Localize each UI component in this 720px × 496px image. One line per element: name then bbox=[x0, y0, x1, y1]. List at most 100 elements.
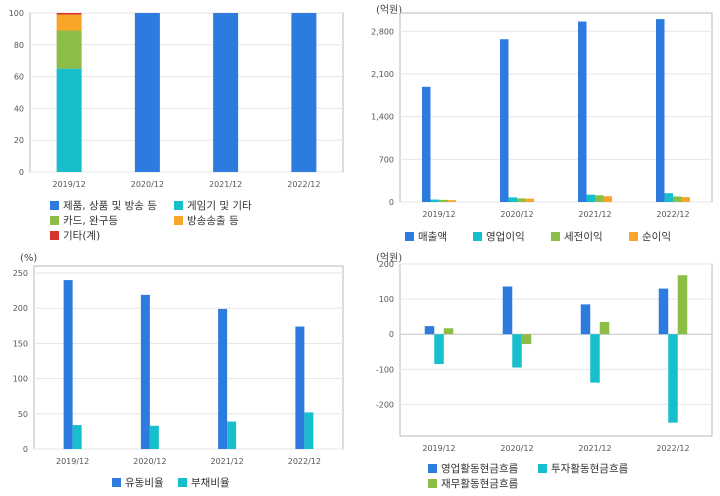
income-chart: (억원) 0 700 1,400 2,100 2,800 2019/12 2020/12 20… bbox=[371, 4, 713, 219]
bar bbox=[525, 198, 534, 202]
ratio-unit-label: (%) bbox=[20, 253, 37, 264]
legend-item-other: 기타(계) bbox=[50, 228, 100, 243]
legend-label: 부채비율 bbox=[191, 477, 230, 489]
legend-swatch bbox=[174, 216, 183, 225]
y-tick-label: 50 bbox=[18, 410, 28, 419]
bar bbox=[521, 334, 532, 345]
x-tick-label: 2019/12 bbox=[56, 457, 89, 466]
legend-swatch bbox=[629, 232, 638, 241]
plot-frame bbox=[399, 12, 713, 203]
legend-item-cards-toys: 카드, 완구등 bbox=[50, 213, 118, 228]
legend-item-debt-ratio: 부채비율 bbox=[178, 475, 230, 490]
bar bbox=[673, 196, 682, 202]
y-tick-label: 700 bbox=[379, 155, 394, 164]
legend-swatch bbox=[538, 464, 547, 473]
legend-item-operating-profit: 영업이익 bbox=[473, 229, 525, 244]
legend-item-operating-cashflow: 영업활동현금흐름 bbox=[428, 461, 518, 476]
x-tick-label: 2022/12 bbox=[656, 210, 689, 219]
bar bbox=[424, 326, 435, 335]
x-tick-label: 2020/12 bbox=[500, 210, 533, 219]
y-tick-label: -200 bbox=[376, 400, 394, 409]
bar bbox=[599, 321, 610, 335]
x-tick-label: 2019/12 bbox=[422, 210, 455, 219]
y-tick-label: 100 bbox=[13, 375, 28, 384]
y-tick-label: 250 bbox=[13, 269, 28, 278]
legend-label: 카드, 완구등 bbox=[63, 215, 118, 227]
bar bbox=[227, 421, 237, 449]
y-tick-label: 40 bbox=[14, 104, 24, 113]
x-tick-label: 2020/12 bbox=[131, 180, 164, 189]
legend-label: 유동비율 bbox=[125, 477, 164, 489]
legend-label: 기타(계) bbox=[63, 230, 101, 242]
x-tick-label: 2020/12 bbox=[500, 444, 533, 453]
y-tick-label: 200 bbox=[379, 260, 394, 269]
bar bbox=[664, 193, 673, 202]
bar bbox=[72, 425, 82, 449]
legend-label: 세전이익 bbox=[564, 231, 603, 243]
legend-swatch bbox=[174, 201, 183, 210]
y-tick-label: 2,800 bbox=[371, 27, 394, 36]
ratio-chart-panel: (%) 0 50 100 150 200 250 2019/12 2020/12 2021/12… bbox=[0, 248, 352, 496]
y-tick-label: 100 bbox=[9, 9, 24, 18]
y-tick-label: 200 bbox=[13, 304, 28, 313]
bar bbox=[140, 294, 150, 449]
legend-swatch bbox=[50, 231, 59, 240]
income-chart-panel: (억원) 0 700 1,400 2,100 2,800 2019/12 2020/12 20… bbox=[360, 0, 720, 248]
legend-item-net-profit: 순이익 bbox=[629, 229, 671, 244]
legend-label: 투자활동현금흐름 bbox=[551, 463, 629, 475]
y-tick-label: 80 bbox=[14, 41, 24, 50]
legend-item-game-consoles: 게임기 및 기타 bbox=[174, 198, 252, 213]
bar bbox=[677, 275, 688, 335]
x-tick-label: 2022/12 bbox=[288, 457, 321, 466]
bar bbox=[291, 13, 317, 172]
income-unit-label: (억원) bbox=[376, 4, 402, 16]
x-tick-label: 2021/12 bbox=[578, 210, 611, 219]
x-tick-label: 2021/12 bbox=[578, 444, 611, 453]
bar bbox=[508, 197, 517, 202]
y-tick-label: 100 bbox=[379, 295, 394, 304]
bar bbox=[56, 14, 82, 31]
bar bbox=[56, 68, 82, 172]
legend-label: 방송송출 등 bbox=[187, 215, 239, 227]
legend-swatch bbox=[428, 464, 437, 473]
cashflow-legend: 영업활동현금흐름 투자활동현금흐름 재무활동현금흐름 bbox=[428, 461, 718, 495]
x-tick-label: 2021/12 bbox=[209, 180, 242, 189]
bar bbox=[578, 21, 587, 202]
bar bbox=[517, 198, 526, 202]
x-tick-label: 2020/12 bbox=[133, 457, 166, 466]
ratio-chart: (%) 0 50 100 150 200 250 2019/12 2020/12 2021/12… bbox=[13, 253, 344, 466]
bar bbox=[603, 196, 612, 202]
bar bbox=[218, 308, 228, 449]
legend-item-revenue: 매출액 bbox=[405, 229, 447, 244]
revenue-mix-chart-panel: 0 20 40 60 80 100 2019/12 2020/12 2021/12 2022/12… bbox=[0, 0, 352, 248]
bar bbox=[586, 194, 595, 202]
legend-swatch bbox=[428, 479, 437, 488]
y-tick-label: 0 bbox=[19, 168, 24, 177]
bar bbox=[658, 288, 669, 335]
legend-label: 순이익 bbox=[642, 231, 671, 243]
legend-label: 영업활동현금흐름 bbox=[441, 463, 519, 475]
x-tick-label: 2022/12 bbox=[656, 444, 689, 453]
bar bbox=[512, 334, 522, 368]
y-tick-label: 20 bbox=[14, 136, 24, 145]
cashflow-unit-label: (억원) bbox=[376, 252, 402, 264]
bar bbox=[430, 199, 439, 202]
legend-label: 재무활동현금흐름 bbox=[441, 478, 519, 490]
bar bbox=[580, 304, 591, 335]
legend-item-pretax-profit: 세전이익 bbox=[551, 229, 603, 244]
bar bbox=[681, 197, 690, 202]
bar bbox=[502, 286, 513, 335]
bar bbox=[595, 195, 604, 202]
x-tick-label: 2022/12 bbox=[287, 180, 320, 189]
legend-label: 게임기 및 기타 bbox=[187, 200, 252, 212]
bar bbox=[56, 30, 82, 69]
legend-item-products: 제품, 상품 및 방송 등 bbox=[50, 198, 157, 213]
legend-item-broadcasting: 방송송출 등 bbox=[174, 213, 239, 228]
legend-swatch bbox=[178, 478, 187, 487]
ratio-legend: 유동비율 부채비율 bbox=[112, 475, 312, 491]
y-tick-label: 0 bbox=[389, 330, 394, 339]
bar bbox=[439, 199, 448, 202]
legend-item-financing-cashflow: 재무활동현금흐름 bbox=[428, 476, 518, 491]
bar bbox=[63, 280, 73, 449]
bar bbox=[56, 13, 82, 15]
